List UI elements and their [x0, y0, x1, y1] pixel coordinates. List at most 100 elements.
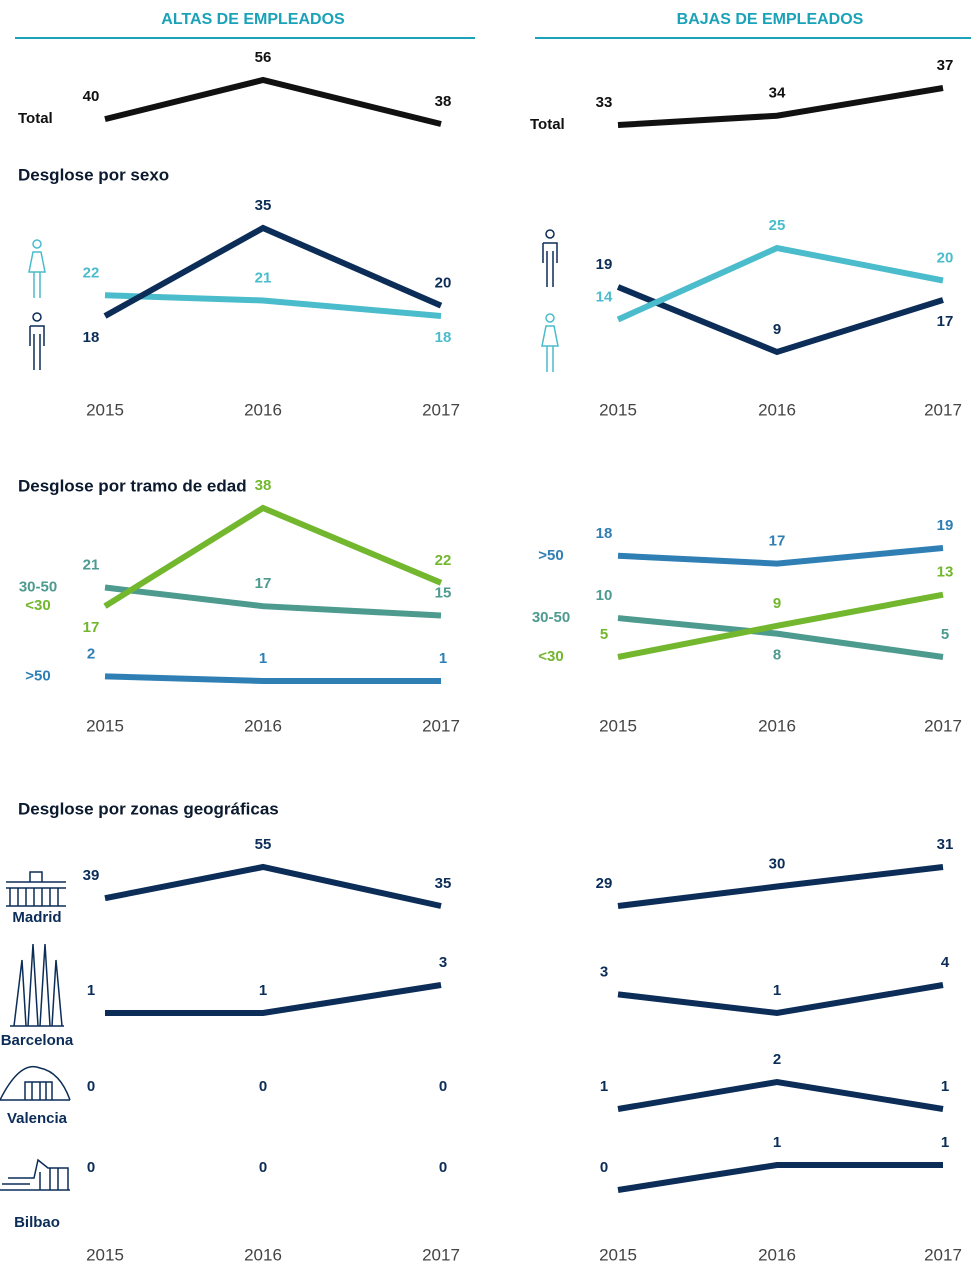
- value-label: 17: [83, 619, 100, 636]
- x-tick-label: 2017: [924, 1245, 962, 1264]
- section-title: Desglose por sexo: [18, 165, 169, 184]
- x-tick-label: 2016: [758, 400, 796, 419]
- row-name: Barcelona: [1, 1032, 74, 1049]
- value-label: 0: [439, 1078, 447, 1095]
- series-line: [104, 292, 442, 319]
- series-name: <30: [25, 597, 50, 614]
- barcelona-icon: [10, 943, 64, 1027]
- series-line: [616, 284, 944, 356]
- x-tick-label: 2016: [244, 1245, 282, 1264]
- female-icon: [28, 239, 46, 298]
- value-label: 22: [435, 552, 452, 569]
- series-name: 30-50: [19, 578, 57, 595]
- value-label: 10: [596, 587, 613, 604]
- value-label: 56: [255, 49, 272, 66]
- series-line: [103, 504, 443, 609]
- series-line: [617, 1162, 943, 1193]
- x-tick-label: 2016: [244, 716, 282, 735]
- value-label: 0: [439, 1159, 447, 1176]
- series-line: [617, 1078, 944, 1112]
- value-label: 40: [83, 88, 100, 105]
- series-line: [105, 982, 442, 1016]
- value-label: 20: [937, 249, 954, 266]
- x-tick-label: 2015: [86, 400, 124, 419]
- x-tick-label: 2015: [86, 1245, 124, 1264]
- value-label: 37: [937, 57, 954, 74]
- value-label: 8: [773, 647, 781, 664]
- value-label: 35: [255, 197, 272, 214]
- value-label: 5: [600, 626, 608, 643]
- value-label: 2: [773, 1051, 781, 1068]
- value-label: 13: [937, 564, 954, 581]
- series-name: Total: [530, 116, 565, 133]
- value-label: 31: [937, 836, 954, 853]
- x-tick-label: 2016: [244, 400, 282, 419]
- value-label: 1: [941, 1078, 949, 1095]
- series-line: [617, 615, 944, 660]
- value-label: 0: [259, 1159, 267, 1176]
- value-label: 22: [83, 264, 100, 281]
- series-name: <30: [538, 648, 563, 665]
- series-line: [104, 863, 442, 909]
- valencia-icon: [0, 1066, 71, 1101]
- value-label: 3: [600, 963, 608, 980]
- value-label: 17: [937, 313, 954, 330]
- series-line: [617, 982, 944, 1017]
- row-name: Madrid: [12, 909, 61, 926]
- value-label: 34: [769, 85, 786, 102]
- series-line: [617, 591, 944, 660]
- value-label: 20: [435, 275, 452, 292]
- value-label: 0: [600, 1159, 608, 1176]
- series-line: [103, 224, 443, 319]
- series-name: >50: [25, 667, 50, 684]
- value-label: 18: [435, 329, 452, 346]
- value-label: 35: [435, 875, 452, 892]
- value-label: 9: [773, 321, 781, 338]
- series-name: Total: [18, 110, 53, 127]
- x-tick-label: 2015: [599, 1245, 637, 1264]
- x-tick-label: 2015: [599, 400, 637, 419]
- series-line: [616, 244, 944, 323]
- value-label: 1: [259, 650, 267, 667]
- x-tick-label: 2015: [599, 716, 637, 735]
- x-tick-label: 2017: [422, 1245, 460, 1264]
- value-label: 18: [83, 329, 100, 346]
- value-label: 1: [439, 650, 447, 667]
- x-tick-label: 2016: [758, 716, 796, 735]
- section-title: Desglose por tramo de edad: [18, 476, 247, 495]
- x-tick-label: 2017: [924, 400, 962, 419]
- value-label: 14: [596, 288, 613, 305]
- series-name: >50: [538, 547, 563, 564]
- row-name: Bilbao: [14, 1214, 60, 1231]
- value-label: 1: [773, 982, 781, 999]
- value-label: 5: [941, 626, 949, 643]
- value-label: 15: [435, 585, 452, 602]
- value-label: 29: [596, 875, 613, 892]
- value-label: 33: [596, 94, 613, 111]
- series-line: [617, 85, 944, 128]
- value-label: 30: [769, 855, 786, 872]
- x-tick-label: 2017: [422, 400, 460, 419]
- value-label: 21: [83, 556, 100, 573]
- male-icon: [29, 312, 45, 370]
- row-name: Valencia: [7, 1110, 68, 1127]
- column-header: ALTAS DE EMPLEADOS: [161, 11, 345, 28]
- column-header: BAJAS DE EMPLEADOS: [677, 11, 864, 28]
- value-label: 0: [87, 1078, 95, 1095]
- female-icon: [541, 313, 559, 372]
- value-label: 2: [87, 645, 95, 662]
- bilbao-icon: [0, 1158, 70, 1191]
- value-label: 4: [941, 954, 950, 971]
- value-label: 1: [87, 982, 95, 999]
- value-label: 0: [259, 1078, 267, 1095]
- value-label: 0: [87, 1159, 95, 1176]
- value-label: 17: [255, 575, 272, 592]
- x-tick-label: 2015: [86, 716, 124, 735]
- series-name: 30-50: [532, 609, 570, 626]
- value-label: 17: [769, 533, 786, 550]
- x-tick-label: 2017: [924, 716, 962, 735]
- value-label: 1: [259, 982, 267, 999]
- value-label: 9: [773, 595, 781, 612]
- value-label: 39: [83, 867, 100, 884]
